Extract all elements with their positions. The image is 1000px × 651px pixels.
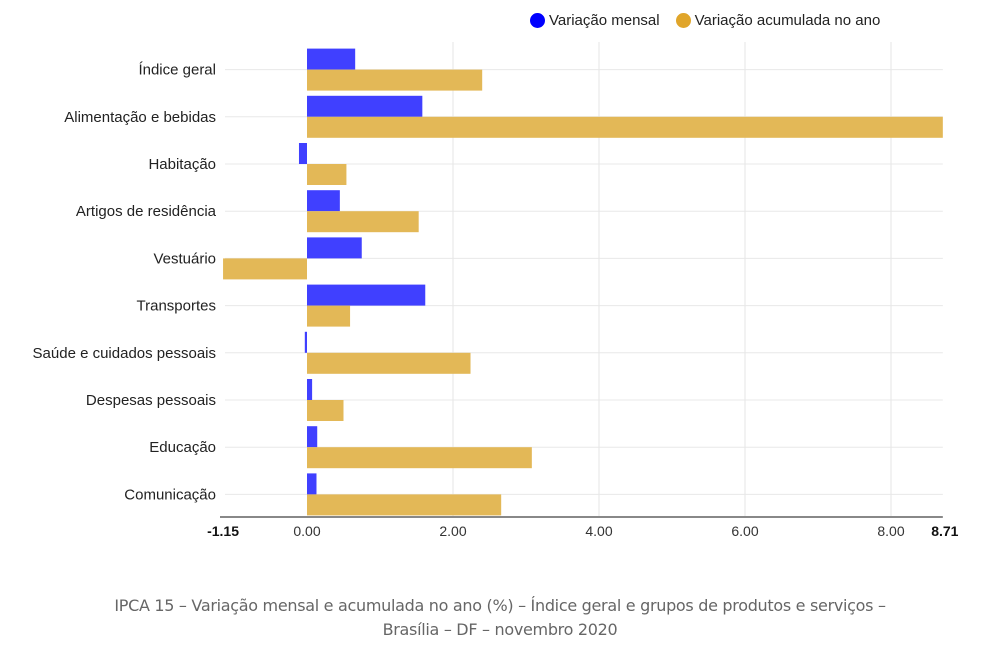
bar-monthly[interactable]	[307, 284, 426, 306]
category-label: Transportes	[137, 298, 216, 315]
bar-accumulated[interactable]	[307, 352, 471, 374]
category-label: Artigos de residência	[76, 203, 217, 220]
caption-line-1: IPCA 15 – Variação mensal e acumulada no…	[114, 596, 886, 615]
x-tick-label: 8.71	[931, 523, 958, 539]
figure-caption: IPCA 15 – Variação mensal e acumulada no…	[0, 594, 1000, 642]
category-label: Saúde e cuidados pessoais	[33, 345, 216, 362]
bar-monthly[interactable]	[304, 331, 307, 353]
bar-monthly[interactable]	[307, 190, 340, 212]
bar-monthly[interactable]	[298, 143, 307, 164]
legend-label-accumulated: Variação acumulada no ano	[694, 12, 881, 29]
legend-item-monthly[interactable]: Variação mensal	[530, 12, 660, 29]
category-label: Alimentação e bebidas	[64, 109, 216, 126]
legend-dot-accumulated-icon	[675, 13, 691, 28]
x-tick-label: 6.00	[731, 523, 758, 539]
category-label: Vestuário	[153, 250, 216, 267]
x-tick-label: 2.00	[439, 523, 466, 539]
bar-accumulated[interactable]	[307, 494, 502, 516]
bar-accumulated[interactable]	[307, 164, 347, 185]
bar-accumulated[interactable]	[307, 447, 532, 469]
x-tick-label: 0.00	[293, 523, 320, 539]
category-label: Habitação	[148, 156, 216, 173]
bar-accumulated[interactable]	[307, 211, 419, 233]
bar-monthly[interactable]	[307, 95, 423, 117]
chart-legend: Variação mensal Variação acumulada no an…	[530, 12, 896, 29]
category-label: Comunicação	[124, 486, 216, 503]
bar-monthly[interactable]	[307, 473, 317, 495]
x-tick-label: 8.00	[877, 523, 904, 539]
bar-chart: Índice geral Alimentação e bebidas Habitaç…	[33, 42, 959, 539]
bar-monthly[interactable]	[307, 379, 313, 400]
legend-dot-monthly-icon	[530, 13, 545, 28]
category-label: Índice geral	[138, 62, 216, 79]
bar-accumulated[interactable]	[307, 400, 344, 421]
category-label: Despesas pessoais	[86, 392, 216, 409]
x-tick-label: -1.15	[207, 523, 239, 539]
bar-accumulated[interactable]	[223, 258, 307, 280]
x-tick-label: 4.00	[585, 523, 612, 539]
legend-label-monthly: Variação mensal	[549, 12, 660, 29]
category-label: Educação	[149, 439, 216, 456]
bar-accumulated[interactable]	[307, 305, 351, 327]
legend-item-accumulated[interactable]: Variação acumulada no ano	[675, 12, 881, 29]
bar-monthly[interactable]	[307, 237, 362, 259]
bar-accumulated[interactable]	[307, 116, 943, 138]
caption-line-2: Brasília – DF – novembro 2020	[382, 620, 618, 639]
bar-monthly[interactable]	[307, 426, 318, 448]
bar-accumulated[interactable]	[307, 69, 483, 91]
bar-monthly[interactable]	[307, 48, 356, 70]
